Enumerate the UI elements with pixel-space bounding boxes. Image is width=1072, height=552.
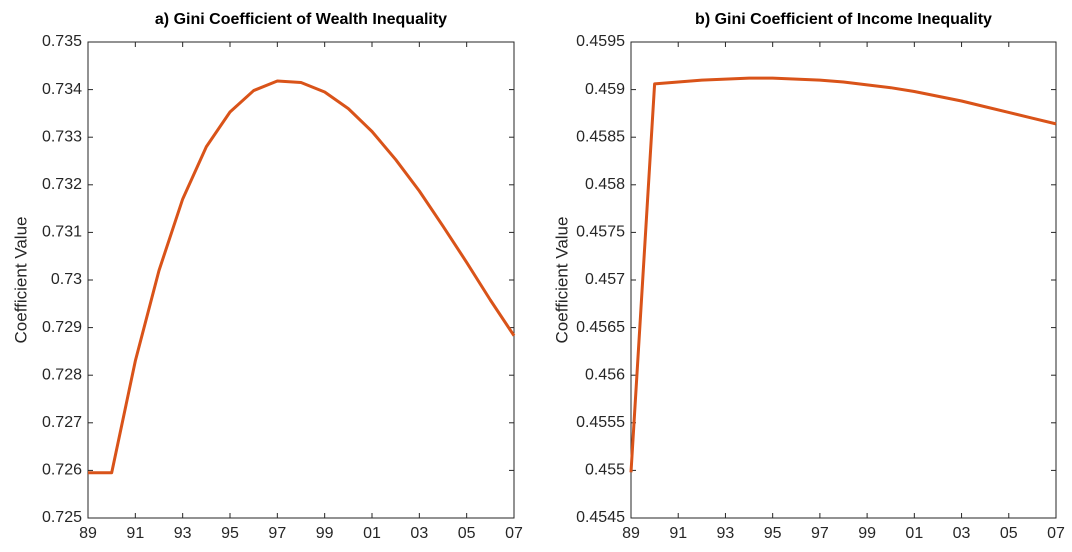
y-tick-label: 0.4555 [576,414,625,431]
y-tick-label: 0.73 [51,271,82,288]
y-tick-label: 0.729 [42,319,82,336]
y-tick-label: 0.4585 [576,128,625,145]
x-tick-label: 05 [1000,525,1018,542]
x-tick-label: 89 [622,525,640,542]
y-tick-label: 0.734 [42,81,82,98]
x-tick-label: 93 [174,525,192,542]
x-tick-label: 07 [505,525,523,542]
y-tick-label: 0.733 [42,128,82,145]
y-tick-label: 0.4575 [576,224,625,241]
y-tick-label: 0.4545 [576,509,625,526]
y-tick-label: 0.731 [42,224,82,241]
axes-box [87,41,515,519]
y-axis-label: Coefficient Value [11,217,30,344]
x-tick-label: 01 [905,525,923,542]
x-tick-label: 01 [363,525,381,542]
y-tick-label: 0.725 [42,509,82,526]
x-tick-label: 95 [221,525,239,542]
x-tick-label: 97 [268,525,286,542]
data-line [88,79,516,475]
y-tick-label: 0.4565 [576,319,625,336]
x-tick-label: 89 [79,525,97,542]
y-tick-label: 0.458 [585,176,625,193]
axes-box [630,41,1057,519]
y-tick-label: 0.455 [585,462,625,479]
chart-title: b) Gini Coefficient of Income Inequality [695,11,992,28]
y-tick-label: 0.726 [42,462,82,479]
x-tick-label: 07 [1047,525,1065,542]
y-tick-label: 0.4595 [576,33,625,50]
x-tick-label: 91 [669,525,687,542]
y-axis-label: Coefficient Value [552,217,571,344]
y-tick-label: 0.459 [585,81,625,98]
x-tick-label: 97 [811,525,829,542]
x-tick-label: 05 [458,525,476,542]
data-line [629,76,1057,473]
x-tick-label: 99 [858,525,876,542]
x-tick-label: 03 [410,525,428,542]
x-tick-label: 03 [953,525,971,542]
x-tick-label: 91 [126,525,144,542]
y-tick-label: 0.456 [585,366,625,383]
y-tick-label: 0.732 [42,176,82,193]
x-tick-label: 99 [316,525,334,542]
x-tick-label: 95 [764,525,782,542]
x-tick-label: 93 [717,525,735,542]
y-tick-label: 0.727 [42,414,82,431]
y-tick-label: 0.457 [585,271,625,288]
chart-title: a) Gini Coefficient of Wealth Inequality [155,11,447,28]
y-tick-label: 0.735 [42,33,82,50]
y-tick-label: 0.728 [42,366,82,383]
